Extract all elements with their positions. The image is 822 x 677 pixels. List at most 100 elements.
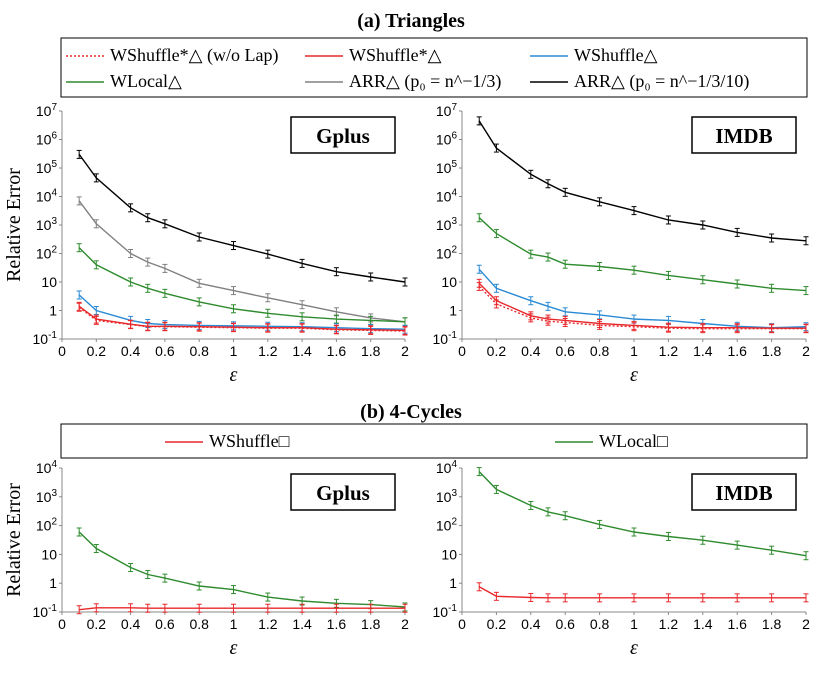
- legend-a: WShuffle*△ (w/o Lap) WShuffle*△ WShuffle△ W…: [66, 45, 749, 92]
- x-tick-label: 1.2: [258, 616, 278, 632]
- x-axis-label: ε: [630, 637, 638, 659]
- x-tick-label: 1.2: [659, 616, 679, 632]
- legend-a-label-4: ARR△ (p₀ = n^−1/3): [349, 71, 501, 92]
- y-tick-label: 1: [449, 575, 457, 591]
- x-tick-label: 1.8: [762, 616, 782, 632]
- y-tick-label: 1: [49, 575, 57, 591]
- x-tick-label: 0.4: [521, 616, 541, 632]
- y-tick-label: 107: [36, 102, 58, 119]
- section-b-title: (b) 4-Cycles: [360, 401, 462, 423]
- y-tick-label: 107: [436, 102, 458, 119]
- y-tick-label: 10-1: [33, 603, 58, 620]
- series-line-5: [78, 306, 406, 332]
- legend-b-label-0: WShuffle□: [209, 431, 290, 451]
- chart-triangles-imdb: 10-1 1 10 102 103 104 105 106 107 0 0.2 0.4 0.6 0.8 1 1…: [433, 102, 811, 386]
- panel-label: Gplus: [316, 124, 370, 148]
- x-tick-label: 1.2: [659, 343, 679, 359]
- series-line-1: [478, 217, 807, 292]
- y-axis-label: Relative Error: [3, 168, 25, 282]
- x-tick-label: 1.6: [327, 616, 347, 632]
- x-tick-label: 0.6: [155, 343, 175, 359]
- x-tick-label: 1.4: [292, 616, 312, 632]
- x-tick-label: 1.8: [361, 616, 381, 632]
- x-tick-label: 1: [230, 616, 238, 632]
- y-tick-label: 10-1: [433, 603, 458, 620]
- x-tick-label: 1.6: [727, 616, 747, 632]
- legend-a-label-5: ARR△ (p₀ = n^−1/3/10): [574, 71, 749, 92]
- panel-label-box: [290, 116, 396, 154]
- x-axis-label: ε: [230, 364, 238, 386]
- chart-4cycles-gplus: 10-1 1 10 102 103 104 0 0.2 0.4 0.6 0.8 1 1.2 1.4 1.6 1…: [3, 459, 409, 659]
- y-axis-label: Relative Error: [3, 483, 25, 597]
- y-tick-label: 10: [441, 546, 457, 562]
- y-tick-label: 10-1: [33, 330, 58, 347]
- series-line-4: [478, 285, 806, 330]
- x-axis-label: ε: [630, 364, 638, 386]
- y-tick-label: 10-1: [433, 330, 458, 347]
- y-tick-label: 103: [436, 488, 458, 505]
- y-tick-label: 102: [436, 517, 458, 534]
- x-tick-label: 0.2: [487, 616, 507, 632]
- series-line-0: [478, 471, 807, 557]
- x-tick-label: 2: [401, 616, 409, 632]
- legend-a-label-3: WLocal△: [110, 71, 182, 91]
- x-tick-label: 0: [58, 343, 66, 359]
- y-tick-label: 1: [449, 303, 457, 319]
- series-line-1: [78, 200, 406, 323]
- series-line-3: [478, 282, 806, 329]
- x-tick-label: 0.8: [590, 343, 610, 359]
- x-axis-label: ε: [230, 637, 238, 659]
- y-tick-label: 102: [36, 517, 58, 534]
- x-tick-label: 0.4: [121, 616, 141, 632]
- x-tick-label: 0.6: [155, 616, 175, 632]
- chart-4cycles-imdb: 10-1 1 10 102 103 104 0 0.2 0.4 0.6 0.8 1 1.2 1.4 1.6 1…: [433, 459, 811, 659]
- x-tick-label: 0.8: [189, 616, 209, 632]
- y-tick-label: 10: [41, 546, 57, 562]
- y-tick-label: 104: [436, 459, 458, 476]
- legend-b: WShuffle□ WLocal□: [165, 431, 668, 451]
- x-tick-label: 1.8: [762, 343, 782, 359]
- x-tick-label: 1: [630, 343, 638, 359]
- section-a-title: (a) Triangles: [357, 10, 465, 32]
- series-line-2: [78, 247, 406, 323]
- y-tick-label: 103: [36, 488, 58, 505]
- x-tick-label: 1.4: [292, 343, 312, 359]
- x-tick-label: 1.4: [693, 616, 713, 632]
- panel-label: IMDB: [715, 124, 772, 148]
- y-tick-label: 10: [441, 274, 457, 290]
- y-tick-label: 10: [41, 274, 57, 290]
- chart-triangles-gplus: 10-1 1 10 102 103 104 105 106 107 0 0.2 0.4 0.6 0.8 1 1…: [3, 102, 409, 386]
- x-tick-label: 0.6: [555, 343, 575, 359]
- legend-a-label-1: WShuffle*△: [349, 45, 442, 65]
- x-tick-label: 0.4: [121, 343, 141, 359]
- x-tick-label: 0: [458, 343, 466, 359]
- y-tick-label: 106: [436, 131, 458, 148]
- panel-label: IMDB: [715, 481, 772, 505]
- x-tick-label: 2: [802, 343, 810, 359]
- series-line-0: [78, 531, 406, 608]
- y-tick-label: 104: [436, 188, 458, 205]
- x-tick-label: 0: [458, 616, 466, 632]
- series-line-0: [78, 153, 406, 283]
- legend-a-label-0: WShuffle*△ (w/o Lap): [110, 45, 278, 66]
- x-tick-label: 0.8: [189, 343, 209, 359]
- y-tick-label: 105: [436, 159, 458, 176]
- x-tick-label: 2: [802, 616, 810, 632]
- series-line-0: [478, 120, 807, 242]
- panel-label: Gplus: [316, 481, 370, 505]
- y-tick-label: 105: [36, 159, 58, 176]
- y-tick-label: 104: [36, 188, 58, 205]
- x-tick-label: 0.6: [555, 616, 575, 632]
- legend-a-box: [60, 37, 808, 98]
- x-tick-label: 0.4: [521, 343, 541, 359]
- x-tick-label: 0.8: [590, 616, 610, 632]
- x-tick-label: 0.2: [87, 343, 107, 359]
- x-tick-label: 1.6: [727, 343, 747, 359]
- x-tick-label: 2: [401, 343, 409, 359]
- y-tick-label: 103: [36, 216, 58, 233]
- x-tick-label: 1.8: [361, 343, 381, 359]
- x-tick-label: 1.2: [258, 343, 278, 359]
- y-tick-label: 103: [436, 216, 458, 233]
- series-line-1: [79, 607, 405, 611]
